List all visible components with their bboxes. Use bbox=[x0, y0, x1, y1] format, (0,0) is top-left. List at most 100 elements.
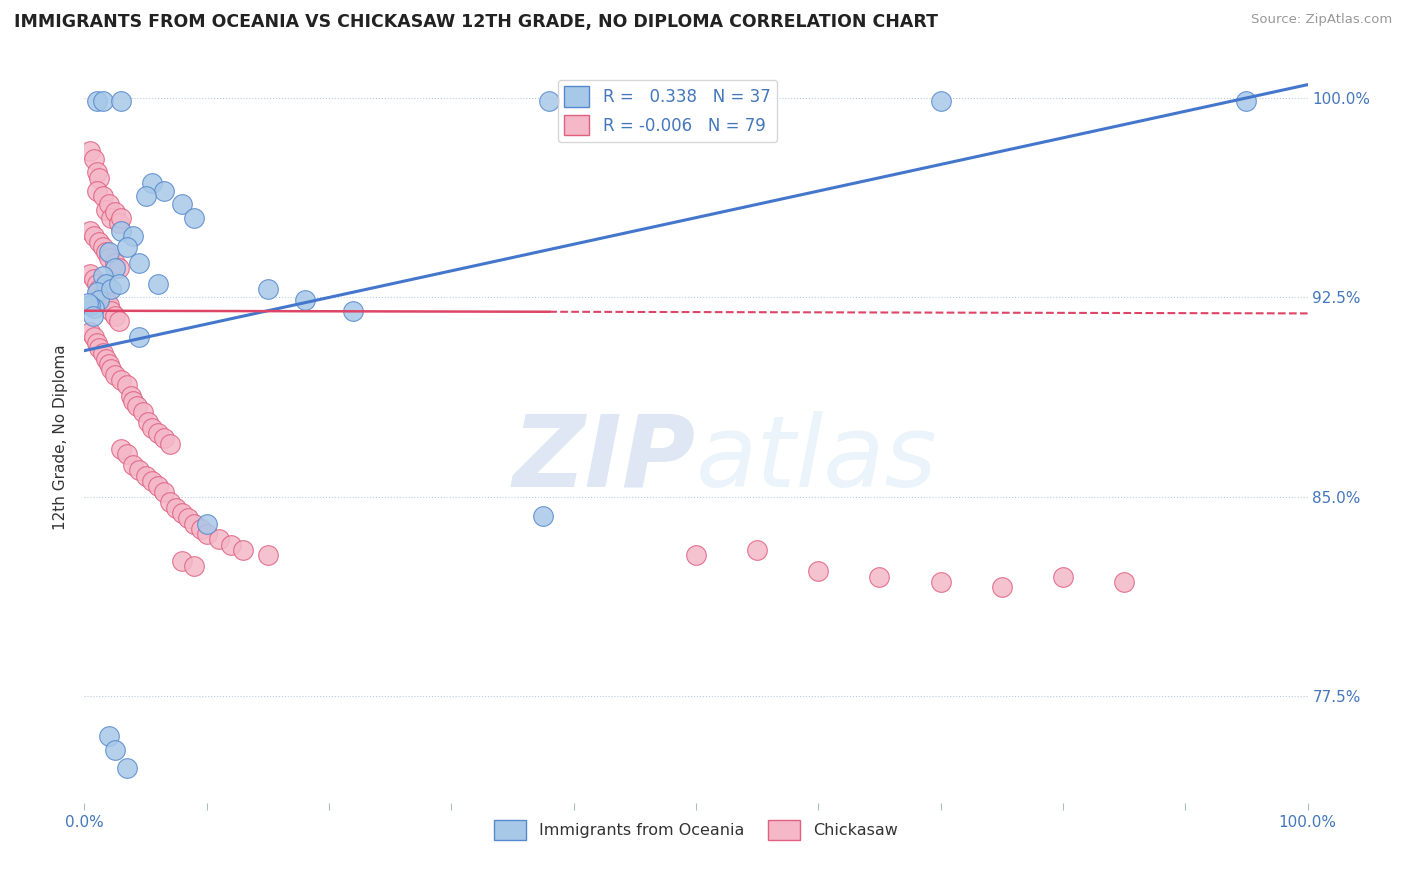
Point bbox=[125, 400, 148, 414]
Point bbox=[122, 394, 145, 409]
Point bbox=[135, 468, 157, 483]
Point bbox=[97, 298, 120, 312]
Point bbox=[87, 170, 110, 185]
Point bbox=[100, 362, 122, 376]
Point bbox=[87, 235, 110, 249]
Point bbox=[96, 293, 118, 307]
Point bbox=[195, 527, 218, 541]
Point bbox=[183, 211, 205, 225]
Point bbox=[128, 463, 150, 477]
Point bbox=[538, 94, 561, 108]
Point bbox=[195, 516, 218, 531]
Y-axis label: 12th Grade, No Diploma: 12th Grade, No Diploma bbox=[53, 344, 69, 530]
Point bbox=[190, 522, 212, 536]
Point bbox=[128, 256, 150, 270]
Point bbox=[110, 373, 132, 387]
Point bbox=[929, 575, 952, 590]
Point bbox=[100, 211, 122, 225]
Point bbox=[172, 197, 194, 211]
Point bbox=[146, 426, 169, 441]
Point bbox=[115, 447, 138, 461]
Point bbox=[141, 421, 163, 435]
Point bbox=[177, 511, 200, 525]
Point bbox=[146, 277, 169, 292]
Point bbox=[183, 559, 205, 574]
Point bbox=[91, 94, 114, 108]
Point bbox=[208, 533, 231, 547]
Point bbox=[91, 346, 114, 360]
Point bbox=[136, 416, 159, 430]
Point bbox=[141, 474, 163, 488]
Point bbox=[79, 325, 101, 339]
Point bbox=[100, 283, 122, 297]
Point bbox=[87, 283, 110, 297]
Point bbox=[807, 565, 830, 579]
Point bbox=[153, 431, 176, 445]
Point bbox=[115, 761, 138, 775]
Point bbox=[172, 554, 194, 568]
Point bbox=[104, 742, 127, 756]
Point bbox=[257, 283, 280, 297]
Point bbox=[96, 351, 118, 366]
Point bbox=[79, 298, 101, 312]
Point bbox=[97, 197, 120, 211]
Point bbox=[97, 729, 120, 743]
Point bbox=[104, 261, 127, 276]
Point bbox=[87, 341, 110, 355]
Point bbox=[100, 303, 122, 318]
Point bbox=[91, 189, 114, 203]
Point bbox=[91, 269, 114, 284]
Text: IMMIGRANTS FROM OCEANIA VS CHICKASAW 12TH GRADE, NO DIPLOMA CORRELATION CHART: IMMIGRANTS FROM OCEANIA VS CHICKASAW 12T… bbox=[14, 13, 938, 31]
Point bbox=[83, 272, 105, 286]
Point bbox=[86, 285, 108, 299]
Point bbox=[83, 152, 105, 166]
Point bbox=[83, 229, 105, 244]
Point bbox=[79, 267, 101, 281]
Point bbox=[104, 309, 127, 323]
Point bbox=[110, 211, 132, 225]
Point bbox=[1114, 575, 1136, 590]
Point bbox=[172, 506, 194, 520]
Point bbox=[153, 184, 176, 198]
Text: ZIP: ZIP bbox=[513, 410, 696, 508]
Point bbox=[79, 144, 101, 158]
Point bbox=[107, 216, 129, 230]
Point bbox=[122, 458, 145, 472]
Point bbox=[128, 330, 150, 344]
Point bbox=[83, 330, 105, 344]
Point bbox=[531, 508, 554, 523]
Point bbox=[122, 229, 145, 244]
Point bbox=[110, 224, 132, 238]
Point bbox=[294, 293, 316, 307]
Point bbox=[257, 549, 280, 563]
Point bbox=[87, 293, 110, 307]
Point bbox=[115, 240, 138, 254]
Point bbox=[929, 94, 952, 108]
Point bbox=[77, 295, 100, 310]
Point bbox=[110, 442, 132, 456]
Point bbox=[232, 543, 254, 558]
Point bbox=[159, 436, 181, 450]
Legend: Immigrants from Oceania, Chickasaw: Immigrants from Oceania, Chickasaw bbox=[488, 814, 904, 846]
Point bbox=[1236, 94, 1258, 108]
Text: atlas: atlas bbox=[696, 410, 938, 508]
Point bbox=[146, 479, 169, 493]
Point bbox=[991, 580, 1014, 594]
Point bbox=[86, 94, 108, 108]
Point bbox=[97, 357, 120, 371]
Point bbox=[96, 202, 118, 217]
Point bbox=[219, 538, 242, 552]
Point bbox=[97, 251, 120, 265]
Point bbox=[153, 484, 176, 499]
Point bbox=[141, 176, 163, 190]
Point bbox=[83, 301, 105, 315]
Point bbox=[183, 516, 205, 531]
Point bbox=[91, 240, 114, 254]
Point bbox=[86, 165, 108, 179]
Point bbox=[107, 261, 129, 276]
Point bbox=[159, 495, 181, 509]
Text: Source: ZipAtlas.com: Source: ZipAtlas.com bbox=[1251, 13, 1392, 27]
Point bbox=[1052, 570, 1074, 584]
Point bbox=[110, 94, 132, 108]
Point bbox=[104, 368, 127, 382]
